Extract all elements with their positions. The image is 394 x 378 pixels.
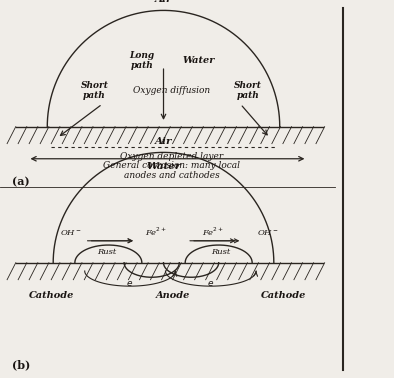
Text: Air: Air [155, 0, 172, 4]
Text: Rust: Rust [97, 248, 116, 256]
Text: Cathode: Cathode [28, 291, 74, 301]
Text: Air: Air [155, 137, 172, 146]
Text: Water: Water [183, 56, 215, 65]
Text: Oxygen depleted layer: Oxygen depleted layer [120, 152, 223, 161]
Text: OH$^-$: OH$^-$ [60, 228, 82, 238]
Text: Long
path: Long path [129, 51, 154, 70]
Text: (a): (a) [12, 176, 30, 187]
Text: Cathode: Cathode [261, 291, 307, 301]
Text: Short
path: Short path [81, 81, 108, 101]
Text: Anode: Anode [156, 291, 191, 301]
Text: Fe$^{2+}$: Fe$^{2+}$ [202, 225, 224, 238]
Text: General corrosion: many local
anodes and cathodes: General corrosion: many local anodes and… [103, 161, 240, 180]
Text: $e$: $e$ [207, 279, 214, 288]
Text: Oxygen diffusion: Oxygen diffusion [133, 86, 210, 95]
Text: OH$^-$: OH$^-$ [257, 228, 279, 238]
Text: Rust: Rust [211, 248, 230, 256]
Text: Short
path: Short path [234, 81, 262, 101]
Text: $e$: $e$ [126, 279, 134, 288]
Text: (b): (b) [12, 359, 30, 370]
Text: Fe$^{2+}$: Fe$^{2+}$ [145, 225, 167, 238]
Text: Water: Water [146, 162, 181, 171]
